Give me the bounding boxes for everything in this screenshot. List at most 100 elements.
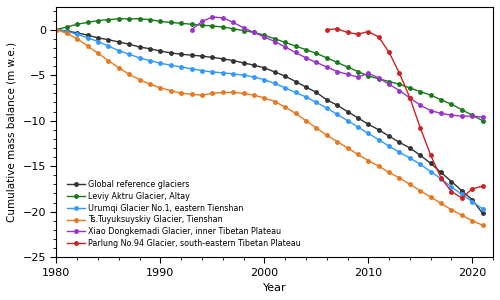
Leviy Aktru Glacier, Altay [480,119,486,122]
Ts.Tuyuksuyskiy Glacier, Tienshan [84,44,90,48]
Leviy Aktru Glacier, Altay [136,17,142,21]
Urumqi Glacier No.1, eastern Tienshan [116,49,122,52]
Xiao Dongkemadi Glacier, inner Tibetan Plateau [251,31,257,34]
Urumqi Glacier No.1, eastern Tienshan [470,200,476,203]
Xiao Dongkemadi Glacier, inner Tibetan Plateau [407,96,413,100]
Y-axis label: Cumulative mass balance (m w.e.): Cumulative mass balance (m w.e.) [7,42,17,222]
Urumqi Glacier No.1, eastern Tienshan [303,95,309,99]
Parlung No.94 Glacier, south-eastern Tibetan Plateau [448,190,454,194]
Parlung No.94 Glacier, south-eastern Tibetan Plateau [418,126,424,130]
Leviy Aktru Glacier, Altay [407,86,413,90]
Xiao Dongkemadi Glacier, inner Tibetan Plateau [480,115,486,119]
Global reference glaciers [168,51,174,55]
Parlung No.94 Glacier, south-eastern Tibetan Plateau [324,28,330,31]
Ts.Tuyuksuyskiy Glacier, Tienshan [168,89,174,92]
Ts.Tuyuksuyskiy Glacier, Tienshan [292,112,298,115]
Ts.Tuyuksuyskiy Glacier, Tienshan [136,78,142,82]
Global reference glaciers [438,171,444,174]
Ts.Tuyuksuyskiy Glacier, Tienshan [282,105,288,109]
Parlung No.94 Glacier, south-eastern Tibetan Plateau [480,184,486,188]
Ts.Tuyuksuyskiy Glacier, Tienshan [428,195,434,199]
Leviy Aktru Glacier, Altay [334,61,340,64]
Global reference glaciers [303,85,309,89]
Global reference glaciers [366,122,372,126]
Leviy Aktru Glacier, Altay [240,29,246,32]
Global reference glaciers [64,29,70,33]
Urumqi Glacier No.1, eastern Tienshan [407,156,413,160]
Global reference glaciers [240,61,246,65]
Global reference glaciers [355,116,361,120]
Urumqi Glacier No.1, eastern Tienshan [84,36,90,40]
Global reference glaciers [136,45,142,49]
Xiao Dongkemadi Glacier, inner Tibetan Plateau [324,65,330,69]
Legend: Global reference glaciers, Leviy Aktru Glacier, Altay, Urumqi Glacier No.1, east: Global reference glaciers, Leviy Aktru G… [65,178,304,250]
Ts.Tuyuksuyskiy Glacier, Tienshan [178,92,184,95]
Leviy Aktru Glacier, Altay [272,37,278,40]
Line: Urumqi Glacier No.1, eastern Tienshan: Urumqi Glacier No.1, eastern Tienshan [54,28,484,211]
Leviy Aktru Glacier, Altay [459,108,465,112]
Ts.Tuyuksuyskiy Glacier, Tienshan [272,100,278,103]
Global reference glaciers [126,42,132,46]
Urumqi Glacier No.1, eastern Tienshan [230,72,236,76]
Urumqi Glacier No.1, eastern Tienshan [324,106,330,110]
Global reference glaciers [282,74,288,78]
Parlung No.94 Glacier, south-eastern Tibetan Plateau [396,71,402,75]
Ts.Tuyuksuyskiy Glacier, Tienshan [210,92,216,95]
Urumqi Glacier No.1, eastern Tienshan [210,70,216,74]
Urumqi Glacier No.1, eastern Tienshan [126,52,132,56]
Parlung No.94 Glacier, south-eastern Tibetan Plateau [344,31,350,34]
Leviy Aktru Glacier, Altay [220,25,226,29]
Leviy Aktru Glacier, Altay [158,20,164,23]
Ts.Tuyuksuyskiy Glacier, Tienshan [480,224,486,227]
Urumqi Glacier No.1, eastern Tienshan [158,61,164,65]
Urumqi Glacier No.1, eastern Tienshan [106,44,112,48]
Leviy Aktru Glacier, Altay [199,23,205,27]
Xiao Dongkemadi Glacier, inner Tibetan Plateau [314,61,320,64]
Leviy Aktru Glacier, Altay [470,113,476,117]
Parlung No.94 Glacier, south-eastern Tibetan Plateau [407,96,413,100]
Global reference glaciers [386,134,392,138]
Leviy Aktru Glacier, Altay [314,52,320,55]
Line: Global reference glaciers: Global reference glaciers [54,28,484,215]
Ts.Tuyuksuyskiy Glacier, Tienshan [158,86,164,90]
Ts.Tuyuksuyskiy Glacier, Tienshan [54,28,60,31]
Urumqi Glacier No.1, eastern Tienshan [292,91,298,94]
Leviy Aktru Glacier, Altay [230,27,236,31]
Leviy Aktru Glacier, Altay [178,22,184,25]
Leviy Aktru Glacier, Altay [366,74,372,78]
Urumqi Glacier No.1, eastern Tienshan [168,63,174,67]
Leviy Aktru Glacier, Altay [168,21,174,24]
Ts.Tuyuksuyskiy Glacier, Tienshan [64,32,70,35]
Urumqi Glacier No.1, eastern Tienshan [199,69,205,72]
Leviy Aktru Glacier, Altay [355,70,361,73]
Urumqi Glacier No.1, eastern Tienshan [459,193,465,196]
Ts.Tuyuksuyskiy Glacier, Tienshan [438,202,444,205]
Line: Parlung No.94 Glacier, south-eastern Tibetan Plateau: Parlung No.94 Glacier, south-eastern Tib… [325,27,484,200]
Leviy Aktru Glacier, Altay [54,28,60,31]
Ts.Tuyuksuyskiy Glacier, Tienshan [262,96,268,100]
Global reference glaciers [210,56,216,59]
Ts.Tuyuksuyskiy Glacier, Tienshan [418,189,424,193]
Xiao Dongkemadi Glacier, inner Tibetan Plateau [282,45,288,49]
Urumqi Glacier No.1, eastern Tienshan [220,71,226,75]
Ts.Tuyuksuyskiy Glacier, Tienshan [95,52,101,55]
Leviy Aktru Glacier, Altay [106,18,112,22]
Xiao Dongkemadi Glacier, inner Tibetan Plateau [386,82,392,86]
Ts.Tuyuksuyskiy Glacier, Tienshan [470,219,476,223]
Ts.Tuyuksuyskiy Glacier, Tienshan [376,164,382,168]
Global reference glaciers [84,33,90,37]
Urumqi Glacier No.1, eastern Tienshan [418,163,424,166]
Leviy Aktru Glacier, Altay [418,90,424,93]
Global reference glaciers [188,53,194,57]
Xiao Dongkemadi Glacier, inner Tibetan Plateau [376,76,382,80]
Ts.Tuyuksuyskiy Glacier, Tienshan [74,37,80,40]
Ts.Tuyuksuyskiy Glacier, Tienshan [230,91,236,94]
Leviy Aktru Glacier, Altay [438,98,444,101]
Global reference glaciers [95,36,101,40]
Global reference glaciers [262,66,268,70]
Global reference glaciers [106,38,112,41]
Leviy Aktru Glacier, Altay [64,25,70,29]
Xiao Dongkemadi Glacier, inner Tibetan Plateau [303,56,309,60]
Leviy Aktru Glacier, Altay [188,22,194,26]
Urumqi Glacier No.1, eastern Tienshan [272,82,278,85]
